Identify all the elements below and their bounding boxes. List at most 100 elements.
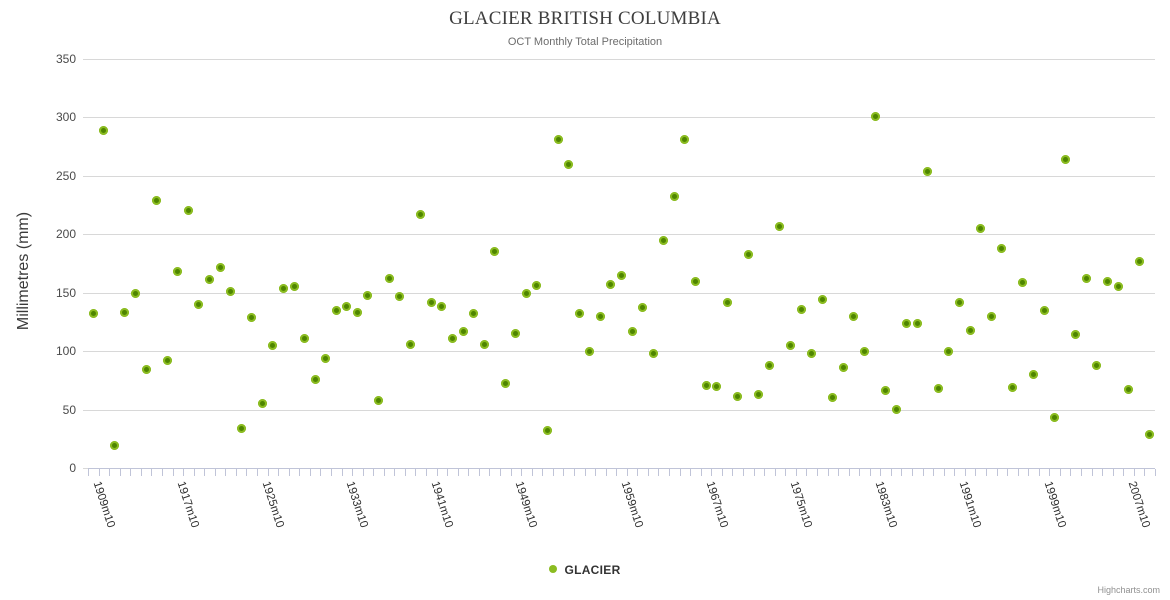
data-point[interactable]: [617, 270, 626, 280]
data-point[interactable]: [226, 287, 236, 297]
data-point[interactable]: [733, 392, 743, 402]
data-point[interactable]: [1029, 370, 1038, 379]
data-point[interactable]: [955, 297, 965, 307]
data-point[interactable]: [807, 348, 817, 358]
data-point[interactable]: [1102, 276, 1112, 286]
data-point[interactable]: [1134, 256, 1144, 266]
data-point[interactable]: [247, 312, 257, 322]
data-point[interactable]: [764, 360, 774, 370]
data-point[interactable]: [532, 281, 542, 291]
data-point[interactable]: [754, 389, 764, 399]
data-point[interactable]: [870, 111, 880, 121]
data-point[interactable]: [553, 135, 563, 145]
data-point[interactable]: [469, 309, 479, 319]
data-point[interactable]: [500, 379, 510, 389]
data-point[interactable]: [289, 282, 299, 292]
data-point[interactable]: [1092, 360, 1102, 370]
data-point[interactable]: [511, 329, 521, 339]
legend-item-glacier[interactable]: GLACIER: [564, 562, 621, 577]
data-point[interactable]: [543, 426, 553, 436]
data-point[interactable]: [374, 395, 384, 405]
data-point[interactable]: [786, 340, 796, 350]
data-point[interactable]: [986, 311, 996, 321]
data-point[interactable]: [162, 355, 172, 365]
data-point[interactable]: [690, 276, 700, 286]
legend[interactable]: GLACIER: [0, 562, 1170, 577]
data-point[interactable]: [120, 308, 130, 318]
data-point[interactable]: [1050, 413, 1060, 423]
data-point[interactable]: [912, 318, 922, 328]
data-point[interactable]: [585, 346, 595, 356]
data-point[interactable]: [1018, 277, 1028, 287]
data-point[interactable]: [659, 235, 669, 245]
data-point[interactable]: [405, 339, 415, 349]
data-point[interactable]: [479, 339, 489, 349]
data-point[interactable]: [564, 159, 574, 169]
data-point[interactable]: [521, 289, 531, 299]
data-point[interactable]: [437, 302, 447, 312]
data-point[interactable]: [701, 380, 711, 390]
data-point[interactable]: [99, 125, 109, 135]
data-point[interactable]: [1039, 305, 1049, 315]
data-point[interactable]: [363, 290, 373, 300]
data-point[interactable]: [902, 318, 912, 328]
data-point[interactable]: [321, 353, 331, 363]
data-point[interactable]: [817, 295, 827, 305]
data-point[interactable]: [458, 326, 468, 336]
data-point[interactable]: [88, 309, 98, 319]
data-point[interactable]: [131, 289, 141, 299]
data-point[interactable]: [775, 221, 785, 231]
data-point[interactable]: [204, 275, 214, 285]
data-point[interactable]: [1060, 154, 1070, 164]
data-point[interactable]: [278, 283, 288, 293]
data-point[interactable]: [722, 297, 732, 307]
data-point[interactable]: [183, 206, 193, 216]
data-point[interactable]: [976, 223, 986, 233]
data-point[interactable]: [490, 247, 500, 257]
data-point[interactable]: [352, 308, 362, 318]
data-point[interactable]: [648, 348, 658, 358]
data-point[interactable]: [257, 399, 267, 409]
data-point[interactable]: [743, 249, 753, 259]
data-point[interactable]: [881, 386, 891, 396]
data-point[interactable]: [923, 166, 933, 176]
credits-watermark[interactable]: Highcharts.com: [1097, 585, 1160, 595]
data-point[interactable]: [194, 299, 204, 309]
data-point[interactable]: [944, 346, 954, 356]
data-point[interactable]: [268, 340, 278, 350]
data-point[interactable]: [1007, 382, 1017, 392]
data-point[interactable]: [997, 243, 1007, 253]
data-point[interactable]: [416, 209, 426, 219]
data-point[interactable]: [849, 311, 859, 321]
data-point[interactable]: [447, 333, 457, 343]
data-point[interactable]: [384, 274, 394, 284]
data-point[interactable]: [310, 374, 320, 384]
data-point[interactable]: [173, 267, 183, 277]
data-point[interactable]: [828, 393, 838, 403]
data-point[interactable]: [574, 309, 584, 319]
data-point[interactable]: [627, 326, 637, 336]
data-point[interactable]: [712, 381, 722, 391]
data-point[interactable]: [236, 423, 246, 433]
data-point[interactable]: [891, 405, 901, 415]
data-point[interactable]: [109, 441, 119, 451]
data-point[interactable]: [595, 311, 605, 321]
data-point[interactable]: [395, 291, 405, 301]
data-point[interactable]: [838, 363, 848, 372]
data-point[interactable]: [342, 302, 352, 312]
data-point[interactable]: [859, 346, 869, 356]
data-point[interactable]: [1145, 429, 1155, 439]
data-point[interactable]: [965, 325, 975, 335]
data-point[interactable]: [215, 262, 225, 272]
data-point[interactable]: [669, 192, 679, 202]
data-point[interactable]: [152, 195, 162, 205]
data-point[interactable]: [331, 305, 341, 315]
data-point[interactable]: [638, 303, 648, 313]
data-point[interactable]: [680, 135, 690, 145]
data-point[interactable]: [1081, 274, 1091, 284]
data-point[interactable]: [300, 333, 310, 343]
data-point[interactable]: [1071, 330, 1081, 340]
data-point[interactable]: [796, 304, 806, 314]
data-point[interactable]: [141, 365, 151, 375]
plot-area[interactable]: [88, 59, 1155, 468]
